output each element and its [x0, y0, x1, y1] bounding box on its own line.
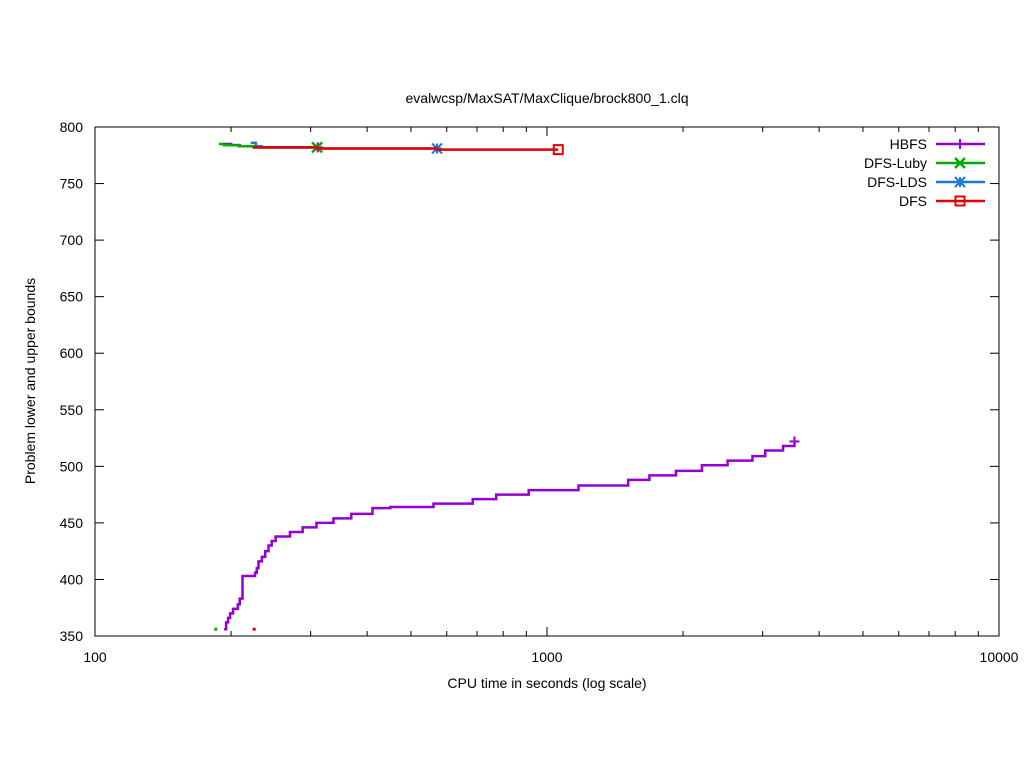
legend-entry: HBFS — [890, 136, 985, 152]
y-tick-label: 600 — [60, 345, 84, 361]
y-tick-label: 650 — [60, 289, 84, 305]
data-point — [252, 627, 256, 631]
y-tick-label: 800 — [60, 119, 84, 135]
legend-label: DFS — [899, 193, 927, 209]
y-tick-label: 550 — [60, 402, 84, 418]
series-hbfs — [224, 436, 800, 631]
y-tick-label: 500 — [60, 458, 84, 474]
legend-entry: DFS-LDS — [867, 174, 985, 190]
plot-frame — [94, 126, 1000, 637]
legend-entry: DFS — [899, 193, 985, 209]
legend-label: DFS-Luby — [864, 155, 927, 171]
legend-label: DFS-LDS — [867, 174, 927, 190]
y-tick-label: 400 — [60, 571, 84, 587]
series-dfs — [253, 144, 564, 156]
series-dfs-luby — [214, 627, 218, 631]
y-tick-label: 700 — [60, 232, 84, 248]
legend: HBFS DFS-Luby DFS-LDS DFS — [864, 136, 985, 209]
series-dfs — [252, 627, 256, 631]
marker-square — [954, 195, 966, 207]
marker-star — [954, 176, 966, 188]
plot-series — [214, 141, 800, 631]
y-axis-label: Problem lower and upper bounds — [22, 278, 38, 484]
series-line — [224, 441, 796, 631]
x-tick-label: 1000 — [531, 649, 562, 665]
marker-x — [954, 157, 966, 169]
x-axis-label: CPU time in seconds (log scale) — [447, 675, 646, 691]
x-tick-label: 100 — [83, 649, 107, 665]
y-tick-label: 450 — [60, 515, 84, 531]
chart-title: evalwcsp/MaxSAT/MaxClique/brock800_1.clq — [406, 90, 689, 106]
data-point — [214, 627, 218, 631]
series-line — [253, 146, 559, 151]
legend-label: HBFS — [890, 136, 927, 152]
axis-ticks: 350 400 450 500 550 600 650 700 750 800 100 1000 100… — [60, 119, 1019, 665]
legend-entry: DFS-Luby — [864, 155, 985, 171]
x-tick-label: 10000 — [980, 649, 1019, 665]
marker-square — [552, 144, 564, 156]
y-tick-label: 350 — [60, 628, 84, 644]
y-tick-label: 750 — [60, 176, 84, 192]
